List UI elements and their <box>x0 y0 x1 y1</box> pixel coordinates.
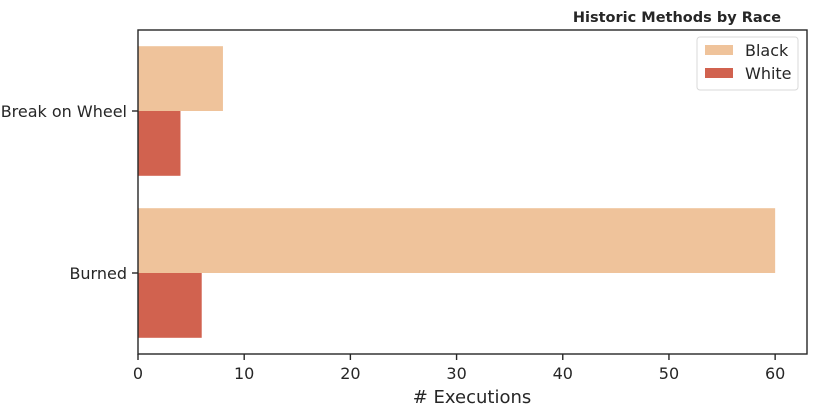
y-axis: Break on Wheel Burned <box>1 102 138 283</box>
bar-black-1 <box>138 208 776 273</box>
y-tick-label: Break on Wheel <box>1 102 127 121</box>
plot-frame <box>137 29 808 355</box>
x-axis: 0 10 20 30 40 50 60 <box>133 354 785 383</box>
y-tick-label: Burned <box>69 264 127 283</box>
x-tick-label: 50 <box>659 364 679 383</box>
legend: Black White <box>696 36 799 91</box>
legend-label-white: White <box>745 64 792 83</box>
bars <box>138 46 776 338</box>
x-tick-label: 60 <box>765 364 785 383</box>
bar-black-0 <box>138 46 223 112</box>
x-tick-label: 40 <box>553 364 573 383</box>
bar-white-0 <box>138 111 181 176</box>
x-tick-label: 10 <box>234 364 254 383</box>
x-tick-label: 30 <box>446 364 466 383</box>
chart-title: Historic Methods by Race <box>573 10 781 26</box>
x-axis-title: # Executions <box>413 387 532 408</box>
legend-swatch-black <box>705 45 733 55</box>
x-tick-label: 20 <box>340 364 360 383</box>
legend-swatch-white <box>705 68 733 78</box>
bar-white-1 <box>138 273 202 338</box>
x-tick-label: 0 <box>133 364 143 383</box>
legend-label-black: Black <box>745 41 789 60</box>
